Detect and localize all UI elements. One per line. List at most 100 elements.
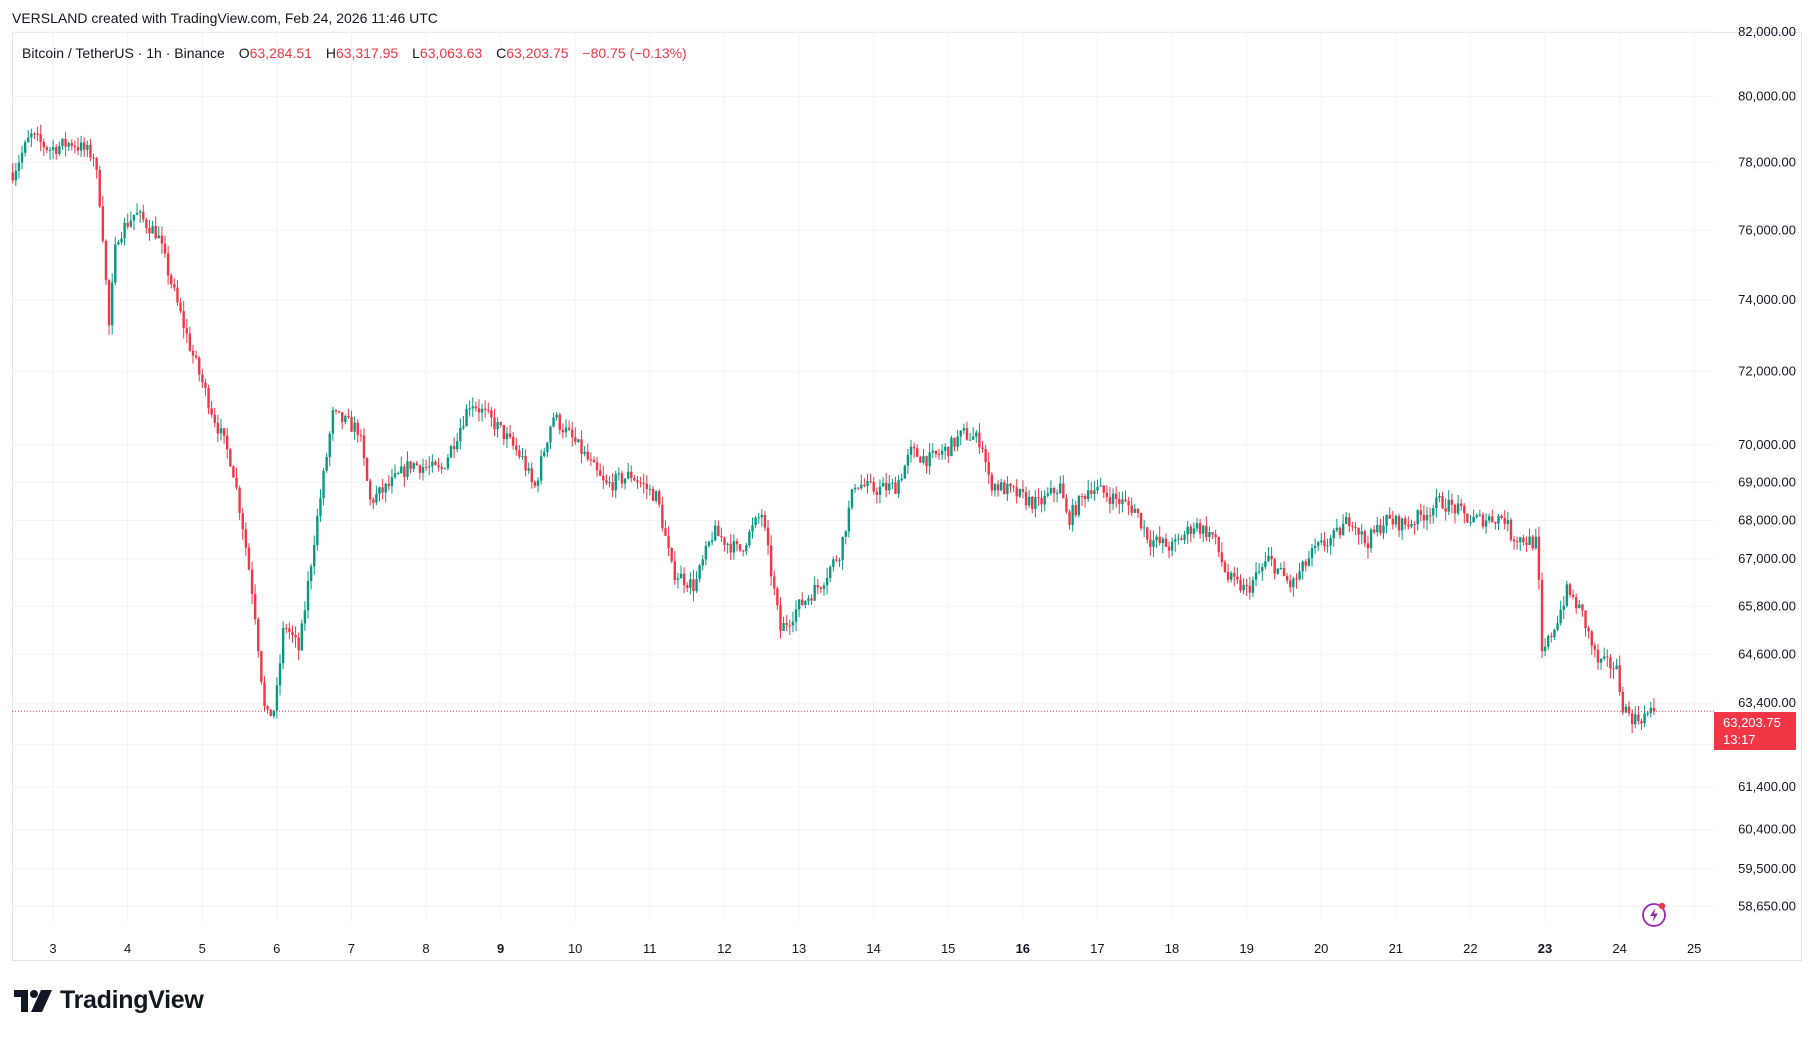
candle-body <box>1055 493 1059 495</box>
candle <box>1298 562 1301 581</box>
candle <box>126 213 129 230</box>
candle-body <box>1006 483 1009 495</box>
candle <box>1111 488 1115 511</box>
candle <box>878 479 882 504</box>
candle-body <box>1021 488 1025 492</box>
tradingview-brand[interactable]: TradingView <box>14 986 204 1015</box>
candle-body <box>819 587 823 589</box>
y-tick-label: 63,400.00 <box>1738 695 1796 710</box>
candle <box>807 595 810 605</box>
candle-body <box>142 211 145 220</box>
candle <box>1310 543 1314 567</box>
candle-body <box>334 410 338 412</box>
candle-body <box>850 489 854 508</box>
candle-body <box>443 468 446 470</box>
candle <box>98 165 101 208</box>
candle <box>163 235 167 258</box>
candle-body <box>1015 487 1018 497</box>
candle <box>260 650 263 685</box>
candle <box>1394 514 1398 528</box>
candle <box>903 464 907 479</box>
candle <box>1637 705 1640 725</box>
candle-body <box>1584 610 1587 629</box>
candle <box>1214 529 1217 545</box>
candle-body <box>1009 483 1012 487</box>
candle <box>944 443 947 460</box>
candle <box>1127 496 1130 516</box>
candle-body <box>748 531 751 546</box>
candle-body <box>701 559 704 566</box>
candle <box>1478 509 1482 517</box>
candle-body <box>250 569 254 594</box>
symbol-legend[interactable]: Bitcoin / TetherUS · 1h · Binance O63,28… <box>22 45 687 61</box>
candle-body <box>1031 496 1034 509</box>
candle <box>428 456 431 476</box>
candle-body <box>651 488 655 501</box>
candle-body <box>1646 713 1649 715</box>
candle-body <box>1363 531 1367 544</box>
candle-body <box>487 409 490 411</box>
flash-icon[interactable] <box>1640 900 1668 928</box>
candle-body <box>1080 495 1084 497</box>
candle <box>61 138 64 150</box>
candle <box>216 414 220 443</box>
candle-body <box>1130 505 1133 513</box>
candle <box>912 442 916 458</box>
candle-body <box>1627 706 1631 714</box>
candle <box>79 135 83 158</box>
candle-body <box>1254 572 1258 580</box>
candle-body <box>1292 578 1295 588</box>
candle-body <box>1447 499 1450 512</box>
candle <box>1257 563 1261 575</box>
candle-body <box>891 482 894 484</box>
candle-body <box>1463 506 1466 514</box>
candle <box>1515 536 1519 550</box>
x-tick-label: 15 <box>941 941 955 956</box>
tradingview-logo-icon <box>14 989 52 1012</box>
candle <box>1444 498 1447 521</box>
candle-body <box>204 382 207 388</box>
candle-body <box>1114 493 1118 499</box>
candle-body <box>1282 567 1286 577</box>
candle <box>978 423 981 454</box>
candle-body <box>73 145 77 148</box>
candle <box>135 203 139 215</box>
candle <box>1550 632 1553 643</box>
candle <box>1285 573 1289 584</box>
x-tick-label: 25 <box>1687 941 1701 956</box>
candle <box>788 619 791 636</box>
candle-body <box>1435 497 1438 509</box>
candle-body <box>782 623 785 631</box>
candle <box>1363 529 1367 547</box>
candle <box>626 462 630 480</box>
candle <box>33 132 36 140</box>
candle <box>1472 509 1475 523</box>
candle-body <box>157 235 161 239</box>
candle <box>480 403 484 422</box>
candle-body <box>58 146 61 154</box>
candle <box>1273 557 1276 580</box>
candle-body <box>1407 524 1410 527</box>
candle <box>1453 503 1457 524</box>
candle-body <box>1506 519 1510 524</box>
candle <box>11 162 14 184</box>
candle-body <box>968 439 972 441</box>
candle <box>1556 615 1559 632</box>
candle <box>1024 486 1028 510</box>
candle-body <box>682 573 686 586</box>
candle-body <box>1404 518 1407 525</box>
candle-body <box>623 478 627 484</box>
candle <box>76 137 80 156</box>
candle <box>633 474 636 482</box>
last-price-tag: 63,203.75 13:17 <box>1714 712 1796 750</box>
candle <box>465 404 468 427</box>
candle <box>571 422 574 447</box>
candle-body <box>1509 519 1513 540</box>
x-tick-label: 3 <box>49 941 56 956</box>
candle <box>313 535 316 575</box>
candle <box>1351 521 1354 532</box>
candle-body <box>897 479 900 494</box>
candle-body <box>555 414 558 418</box>
candle-body <box>536 480 540 486</box>
